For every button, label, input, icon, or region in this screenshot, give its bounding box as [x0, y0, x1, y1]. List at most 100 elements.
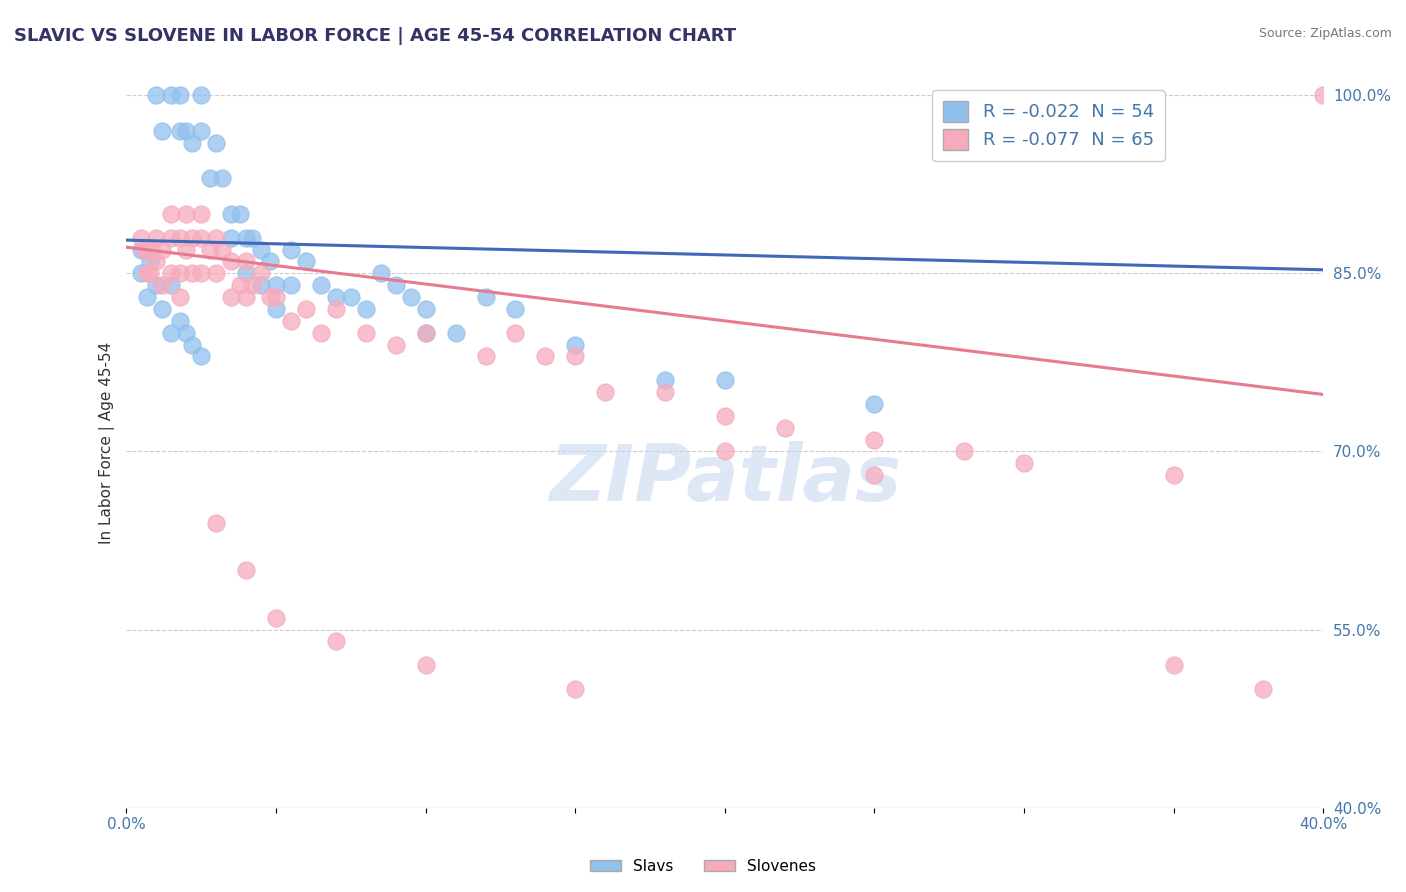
Point	[190, 231, 212, 245]
Point	[235, 231, 257, 245]
Point	[240, 231, 263, 245]
Point	[160, 231, 183, 245]
Point	[264, 290, 287, 304]
Point	[415, 326, 437, 340]
Text: ZIPatlas: ZIPatlas	[548, 441, 901, 517]
Point	[325, 290, 347, 304]
Point	[534, 350, 557, 364]
Point	[863, 468, 886, 483]
Y-axis label: In Labor Force | Age 45-54: In Labor Force | Age 45-54	[100, 342, 115, 544]
Point	[145, 231, 167, 245]
Text: Source: ZipAtlas.com: Source: ZipAtlas.com	[1258, 27, 1392, 40]
Point	[176, 243, 198, 257]
Point	[150, 278, 173, 293]
Point	[145, 88, 167, 103]
Point	[219, 290, 242, 304]
Point	[190, 88, 212, 103]
Point	[295, 254, 318, 268]
Point	[200, 243, 222, 257]
Legend: Slavs, Slovenes: Slavs, Slovenes	[583, 853, 823, 880]
Point	[240, 278, 263, 293]
Point	[176, 124, 198, 138]
Point	[190, 350, 212, 364]
Point	[384, 337, 406, 351]
Point	[280, 314, 302, 328]
Point	[370, 266, 392, 280]
Point	[235, 563, 257, 577]
Point	[280, 243, 302, 257]
Point	[714, 373, 737, 387]
Point	[415, 301, 437, 316]
Point	[181, 266, 204, 280]
Point	[176, 207, 198, 221]
Point	[136, 290, 159, 304]
Point	[325, 634, 347, 648]
Legend: R = -0.022  N = 54, R = -0.077  N = 65: R = -0.022 N = 54, R = -0.077 N = 65	[932, 90, 1164, 161]
Point	[564, 681, 586, 696]
Point	[219, 231, 242, 245]
Point	[953, 444, 976, 458]
Point	[474, 290, 496, 304]
Point	[593, 385, 616, 400]
Point	[264, 278, 287, 293]
Point	[384, 278, 406, 293]
Point	[160, 266, 183, 280]
Point	[181, 231, 204, 245]
Point	[354, 326, 377, 340]
Point	[190, 266, 212, 280]
Point	[259, 290, 281, 304]
Point	[714, 444, 737, 458]
Point	[160, 207, 183, 221]
Text: SLAVIC VS SLOVENE IN LABOR FORCE | AGE 45-54 CORRELATION CHART: SLAVIC VS SLOVENE IN LABOR FORCE | AGE 4…	[14, 27, 737, 45]
Point	[295, 301, 318, 316]
Point	[211, 171, 233, 186]
Point	[205, 516, 228, 530]
Point	[169, 314, 191, 328]
Point	[564, 337, 586, 351]
Point	[863, 433, 886, 447]
Point	[259, 254, 281, 268]
Point	[863, 397, 886, 411]
Point	[211, 243, 233, 257]
Point	[205, 231, 228, 245]
Point	[145, 278, 167, 293]
Point	[1012, 456, 1035, 470]
Point	[250, 266, 273, 280]
Point	[205, 266, 228, 280]
Point	[773, 421, 796, 435]
Point	[309, 326, 332, 340]
Point	[169, 266, 191, 280]
Point	[131, 231, 153, 245]
Point	[235, 266, 257, 280]
Point	[169, 88, 191, 103]
Point	[1312, 88, 1334, 103]
Point	[415, 658, 437, 673]
Point	[169, 124, 191, 138]
Point	[1163, 658, 1185, 673]
Point	[205, 136, 228, 150]
Point	[190, 124, 212, 138]
Point	[181, 136, 204, 150]
Point	[264, 301, 287, 316]
Point	[714, 409, 737, 423]
Point	[474, 350, 496, 364]
Point	[150, 243, 173, 257]
Point	[280, 278, 302, 293]
Point	[250, 243, 273, 257]
Point	[176, 326, 198, 340]
Point	[169, 231, 191, 245]
Point	[564, 350, 586, 364]
Point	[145, 254, 167, 268]
Point	[325, 301, 347, 316]
Point	[309, 278, 332, 293]
Point	[1163, 468, 1185, 483]
Point	[139, 254, 162, 268]
Point	[444, 326, 467, 340]
Point	[250, 278, 273, 293]
Point	[399, 290, 422, 304]
Point	[160, 326, 183, 340]
Point	[200, 171, 222, 186]
Point	[160, 88, 183, 103]
Point	[354, 301, 377, 316]
Point	[131, 243, 153, 257]
